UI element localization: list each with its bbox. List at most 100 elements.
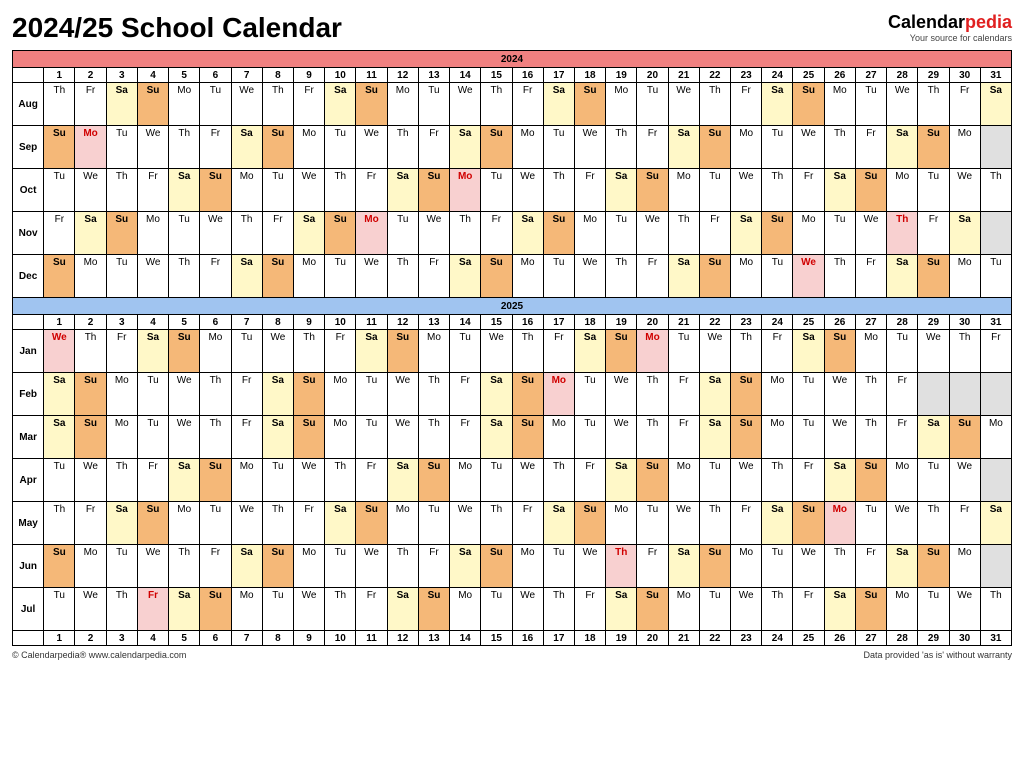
day-number: 27 [855,68,886,83]
day-cell: Fr [637,126,668,169]
day-cell: Th [606,126,637,169]
day-cell: Su [293,373,324,416]
day-number: 30 [949,68,980,83]
day-cell: Sa [387,459,418,502]
day-cell: Sa [824,459,855,502]
day-number: 18 [574,631,605,646]
day-cell: Sa [293,212,324,255]
day-number: 18 [574,68,605,83]
month-label: Mar [13,416,44,459]
day-cell: Sa [137,330,168,373]
day-cell: Mo [325,416,356,459]
day-cell: Mo [762,416,793,459]
day-number: 16 [512,631,543,646]
day-cell: Fr [731,83,762,126]
day-cell: Sa [481,373,512,416]
day-cell: Su [574,83,605,126]
day-cell: Su [44,545,75,588]
page-title: 2024/25 School Calendar [12,12,342,44]
day-cell: Su [606,330,637,373]
day-cell: Mo [887,459,918,502]
day-cell: Fr [293,83,324,126]
day-cell: Su [137,83,168,126]
day-cell: Mo [731,126,762,169]
day-cell: Sa [325,502,356,545]
day-cell [980,373,1011,416]
day-cell: Tu [169,212,200,255]
day-cell: Tu [855,502,886,545]
day-cell: Su [543,212,574,255]
day-number: 27 [855,315,886,330]
day-cell: We [75,459,106,502]
day-cell: Fr [512,83,543,126]
brand-part1: Calendar [888,12,965,32]
day-cell: Mo [793,212,824,255]
day-cell: Su [137,502,168,545]
day-cell: Mo [356,212,387,255]
day-number: 17 [543,631,574,646]
day-cell: Sa [668,126,699,169]
day-cell: Tu [137,416,168,459]
day-cell: Mo [293,545,324,588]
day-cell: Su [512,416,543,459]
day-cell: Su [418,588,449,631]
day-number: 1 [44,68,75,83]
day-cell: Su [855,588,886,631]
day-cell: Su [824,330,855,373]
day-number: 22 [699,631,730,646]
day-cell: Su [481,255,512,298]
day-cell: Mo [231,588,262,631]
day-cell: Sa [606,169,637,212]
day-cell: Tu [387,212,418,255]
day-cell: Sa [356,330,387,373]
day-cell: We [574,126,605,169]
day-cell: We [418,212,449,255]
day-cell: Th [231,212,262,255]
day-cell: Su [387,330,418,373]
day-number-row: 1234567891011121314151617181920212223242… [13,315,1012,330]
day-number: 5 [169,68,200,83]
day-cell: Tu [450,330,481,373]
day-number: 14 [450,315,481,330]
day-cell: We [137,255,168,298]
day-cell: Th [824,255,855,298]
day-cell: Fr [574,169,605,212]
day-cell: Su [106,212,137,255]
day-cell: Tu [543,545,574,588]
day-cell: Fr [75,502,106,545]
day-cell: Sa [543,502,574,545]
day-cell: Mo [606,502,637,545]
day-cell: We [75,169,106,212]
day-cell: Tu [855,83,886,126]
day-cell: We [855,212,886,255]
day-cell: Th [418,416,449,459]
day-cell: Mo [512,545,543,588]
day-number: 8 [262,68,293,83]
day-number: 6 [200,315,231,330]
day-cell: Mo [731,545,762,588]
day-number-row: 1234567891011121314151617181920212223242… [13,68,1012,83]
day-cell: Th [106,588,137,631]
day-cell: Fr [668,373,699,416]
day-cell [980,545,1011,588]
day-number: 12 [387,631,418,646]
day-cell: Su [200,588,231,631]
day-cell: Tu [200,83,231,126]
day-cell: Th [325,169,356,212]
brand-tagline: Your source for calendars [888,33,1012,43]
day-cell: Th [106,169,137,212]
month-label: May [13,502,44,545]
day-cell: Th [731,330,762,373]
day-cell: Sa [699,416,730,459]
day-cell: Th [450,212,481,255]
day-cell: Mo [824,502,855,545]
day-cell: We [356,255,387,298]
day-cell: Fr [137,459,168,502]
day-cell: Th [200,373,231,416]
day-cell: Sa [980,83,1011,126]
month-label: Aug [13,83,44,126]
day-cell: Fr [855,255,886,298]
day-cell: We [262,330,293,373]
month-row: FebSaSuMoTuWeThFrSaSuMoTuWeThFrSaSuMoTuW… [13,373,1012,416]
day-cell: Th [325,588,356,631]
